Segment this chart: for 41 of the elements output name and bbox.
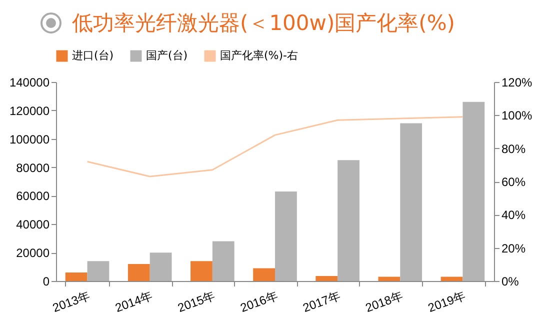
legend-label: 国产(台) (146, 49, 188, 62)
bar (400, 123, 422, 281)
bar (462, 102, 485, 281)
bar (87, 261, 110, 281)
x-tick-label: 2013年 (50, 288, 92, 316)
y-tick-label: 80000 (16, 160, 50, 175)
bar (150, 252, 172, 281)
bar (378, 276, 400, 281)
y2-tick-label: 40% (502, 208, 526, 222)
y-tick-label: 20000 (16, 246, 50, 260)
bar (316, 276, 338, 281)
bar (275, 191, 297, 281)
legend-label: 国产化率(%)-右 (220, 49, 298, 62)
x-tick-label: 2017年 (301, 288, 342, 316)
y-tick-label: 40000 (16, 218, 50, 232)
y-tick-label: 120000 (9, 104, 50, 118)
bar (65, 272, 88, 281)
y-tick-label: 100000 (9, 132, 50, 146)
bar (128, 264, 150, 281)
line-series (86, 116, 464, 178)
bar (338, 160, 360, 281)
bar (212, 241, 234, 281)
y-tick-label: 140000 (9, 76, 50, 90)
bar (440, 276, 463, 281)
x-tick-label: 2014年 (113, 288, 154, 316)
y2-tick-label: 20% (502, 241, 526, 256)
bar (190, 261, 212, 281)
y2-tick-label: 100% (502, 108, 533, 123)
x-tick-label: 2019年 (426, 288, 468, 316)
x-tick-label: 2015年 (176, 288, 218, 316)
y-tick-label: 60000 (16, 189, 50, 204)
chart-title: 低功率光纤激光器(＜100w)国产化率(%) (72, 10, 455, 37)
x-tick-label: 2016年 (238, 288, 280, 316)
y2-tick-label: 60% (502, 175, 526, 189)
legend-label: 进口(台) (72, 49, 114, 62)
y2-tick-label: 120% (502, 76, 533, 90)
x-tick-label: 2018年 (364, 288, 405, 316)
y-tick-label: 0 (42, 274, 50, 288)
bar (253, 268, 275, 281)
y2-tick-label: 0% (502, 274, 520, 288)
y2-tick-label: 80% (502, 142, 526, 156)
